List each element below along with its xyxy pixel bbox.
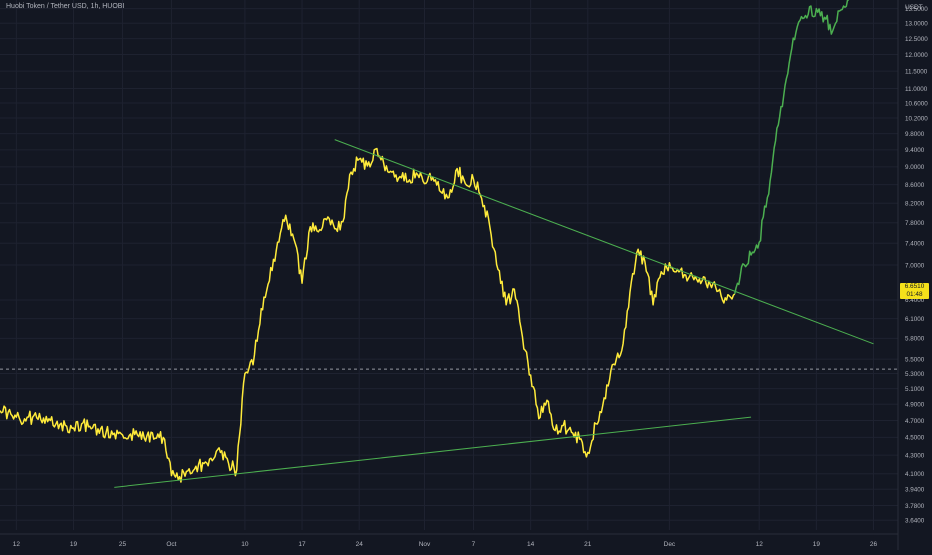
y-tick-label: 7.0000 <box>905 262 925 269</box>
trendline-1[interactable] <box>334 139 874 345</box>
y-tick-label: 5.3000 <box>905 371 925 378</box>
y-tick-label: 5.1000 <box>905 386 925 393</box>
y-tick-label: 7.8000 <box>905 220 925 227</box>
y-tick-label: 13.0000 <box>905 21 928 28</box>
y-tick-label: 11.5000 <box>905 68 928 75</box>
x-tick-label: 17 <box>298 541 306 548</box>
y-tick-label: 4.3000 <box>905 452 925 459</box>
y-tick-label: 10.2000 <box>905 115 928 122</box>
y-tick-label: 5.8000 <box>905 336 925 343</box>
x-tick-label: Dec <box>664 541 676 548</box>
y-tick-label: 4.1000 <box>905 471 925 478</box>
y-tick-label: 4.5000 <box>905 435 925 442</box>
x-tick-label: 14 <box>527 541 535 548</box>
price-series-2[interactable] <box>733 0 850 295</box>
y-tick-label: 6.4000 <box>905 297 925 304</box>
y-tick-label: 3.9400 <box>905 487 925 494</box>
y-tick-label: 5.5000 <box>905 356 925 363</box>
x-tick-label: 12 <box>13 541 21 548</box>
y-tick-label: 8.2000 <box>905 200 925 207</box>
x-tick-label: 12 <box>756 541 764 548</box>
x-tick-label: 25 <box>119 541 127 548</box>
y-axis[interactable]: USDT 13.5000 13.0000 12.5000 12.0000 11.5000… <box>897 0 928 550</box>
last-price-tag: 6.6510 01:48 <box>900 283 929 299</box>
x-tick-label: 21 <box>584 541 592 548</box>
x-tick-label: 24 <box>356 541 364 548</box>
y-tick-label: 10.6000 <box>905 100 928 107</box>
last-price-countdown: 01:48 <box>906 291 923 298</box>
y-tick-label: 13.5000 <box>905 6 928 13</box>
y-tick-label: 4.7000 <box>905 418 925 425</box>
price-series-1[interactable] <box>0 147 736 483</box>
y-tick-label: 6.1000 <box>905 316 925 323</box>
grid-lines <box>0 0 898 530</box>
x-tick-label: 10 <box>241 541 249 548</box>
y-tick-label: 3.7800 <box>905 503 925 510</box>
y-tick-label: 7.4000 <box>905 241 925 248</box>
x-tick-label: 7 <box>472 541 476 548</box>
y-tick-label: 3.6400 <box>905 518 925 525</box>
trendlines[interactable] <box>114 139 874 488</box>
x-tick-label: Oct <box>166 541 176 548</box>
y-tick-label: 12.5000 <box>905 36 928 43</box>
x-tick-label: 19 <box>813 541 821 548</box>
chart-title: Huobi Token / Tether USD, 1h, HUOBI <box>6 3 125 10</box>
x-tick-label: 26 <box>870 541 878 548</box>
x-axis[interactable]: 12 19 25 Oct 10 17 24 Nov 7 14 21 Dec 12 19 26 <box>0 533 898 548</box>
y-tick-label: 9.8000 <box>905 131 925 138</box>
x-tick-label: 19 <box>70 541 78 548</box>
y-tick-label: 11.0000 <box>905 86 928 93</box>
y-tick-label: 9.0000 <box>905 164 925 171</box>
series-layer[interactable] <box>0 0 850 483</box>
y-axis-currency-label: USDT <box>905 4 923 11</box>
y-tick-label: 8.6000 <box>905 182 925 189</box>
y-tick-label: 9.4000 <box>905 147 925 154</box>
x-tick-label: Nov <box>419 541 431 548</box>
trendline-2[interactable] <box>114 416 752 488</box>
last-price-value: 6.6510 <box>904 283 925 290</box>
y-tick-label: 12.0000 <box>905 52 928 59</box>
y-tick-label: 4.9000 <box>905 401 925 408</box>
